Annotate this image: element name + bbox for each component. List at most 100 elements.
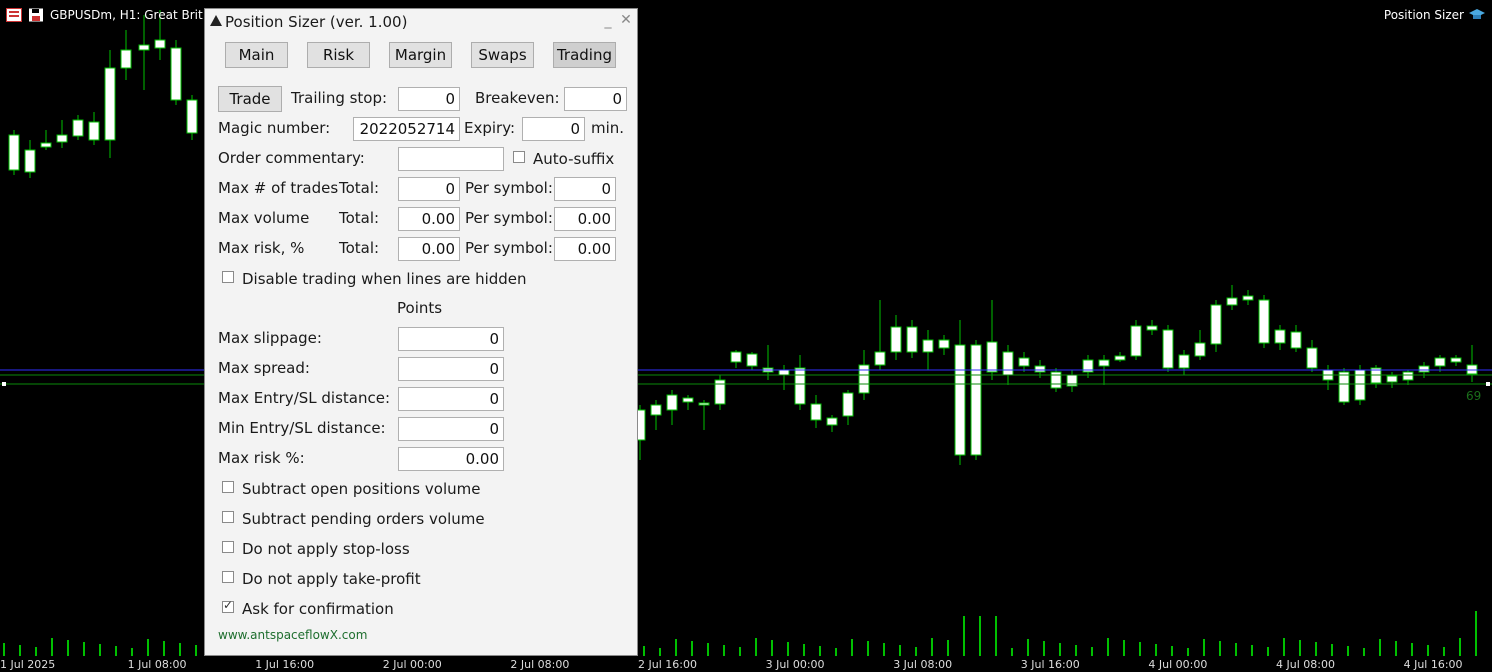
- max-risk-per-symbol-input[interactable]: 0.00: [554, 237, 616, 261]
- points-header: Points: [397, 299, 443, 317]
- candle-body: [1434, 357, 1446, 367]
- trade-button[interactable]: Trade: [218, 86, 282, 112]
- chart-title: GBPUSDm, H1: Great Brit: [50, 8, 203, 22]
- disable-trading-checkbox[interactable]: [222, 271, 234, 283]
- price-scale-tag: 69: [1466, 389, 1482, 403]
- time-axis: 1 Jul 2025 1 Jul 08:00 1 Jul 16:00 2 Jul 00…: [0, 658, 1492, 672]
- position-sizer-panel: Position Sizer (ver. 1.00) _ ✕ Main Risk…: [204, 8, 638, 656]
- min-entry-sl-input[interactable]: 0: [398, 417, 504, 441]
- candle-body: [986, 341, 998, 373]
- max-volume-per-symbol-label: Per symbol:: [465, 209, 553, 227]
- magic-number-input[interactable]: 2022052714: [353, 117, 460, 141]
- candle-body: [698, 402, 710, 406]
- candle-body: [104, 67, 116, 141]
- position-sizer-chart-label[interactable]: Position Sizer: [1384, 6, 1486, 24]
- line-handle-left[interactable]: [2, 382, 6, 386]
- candle-body: [1402, 371, 1414, 381]
- save-icon[interactable]: [28, 8, 44, 22]
- expiry-input[interactable]: 0: [522, 117, 585, 141]
- tab-margin[interactable]: Margin: [389, 42, 452, 68]
- subtract-pending-checkbox[interactable]: [222, 511, 234, 523]
- max-risk-pct-input[interactable]: 0.00: [398, 447, 504, 471]
- time-axis-label: 1 Jul 08:00: [127, 658, 187, 671]
- close-button[interactable]: ✕: [620, 12, 632, 28]
- auto-suffix-label: Auto-suffix: [533, 150, 615, 168]
- tab-risk[interactable]: Risk: [307, 42, 370, 68]
- no-take-profit-checkbox[interactable]: [222, 571, 234, 583]
- trailing-stop-input[interactable]: 0: [398, 87, 460, 111]
- candle-body: [1018, 357, 1030, 367]
- tab-swaps[interactable]: Swaps: [471, 42, 534, 68]
- expiry-unit: min.: [591, 119, 625, 137]
- candle-body: [1242, 295, 1254, 301]
- minimize-button[interactable]: _: [604, 13, 612, 29]
- max-entry-sl-label: Max Entry/SL distance:: [218, 389, 391, 407]
- candle-body: [1274, 329, 1286, 344]
- max-slippage-input[interactable]: 0: [398, 327, 504, 351]
- time-axis-label: 2 Jul 08:00: [510, 658, 570, 671]
- candle-body: [874, 351, 886, 366]
- max-volume-total-input[interactable]: 0.00: [398, 207, 460, 231]
- no-stop-loss-checkbox[interactable]: [222, 541, 234, 553]
- max-slippage-label: Max slippage:: [218, 329, 322, 347]
- candle-body: [650, 404, 662, 416]
- candle-body: [1082, 359, 1094, 373]
- candle-body: [1130, 325, 1142, 357]
- candle-body: [1210, 304, 1222, 345]
- max-trades-total-input[interactable]: 0: [398, 177, 460, 201]
- candle-body: [154, 39, 166, 49]
- time-axis-label: 4 Jul 00:00: [1148, 658, 1208, 671]
- ask-confirmation-checkbox[interactable]: [222, 598, 234, 613]
- candle-body: [1034, 365, 1046, 373]
- candle-body: [72, 119, 84, 137]
- chart-list-icon[interactable]: [6, 8, 22, 22]
- candle-body: [8, 134, 20, 171]
- max-spread-label: Max spread:: [218, 359, 310, 377]
- footer-link[interactable]: www.antspaceflowX.com: [218, 628, 368, 642]
- max-risk-pct-label: Max risk %:: [218, 449, 305, 467]
- tab-trading[interactable]: Trading: [553, 42, 616, 68]
- candle-body: [1306, 347, 1318, 369]
- candle-body: [858, 364, 870, 394]
- time-axis-label: 1 Jul 16:00: [255, 658, 315, 671]
- candle-body: [170, 47, 182, 101]
- time-axis-label: 2 Jul 00:00: [382, 658, 442, 671]
- line-handle-right[interactable]: [1486, 382, 1490, 386]
- candle-body: [120, 49, 132, 69]
- candle-body: [938, 339, 950, 349]
- candle-body: [746, 353, 758, 367]
- tab-main[interactable]: Main: [225, 42, 288, 68]
- max-risk-total-input[interactable]: 0.00: [398, 237, 460, 261]
- candle-body: [1114, 355, 1126, 361]
- candle-body: [810, 403, 822, 421]
- max-risk-label: Max risk, %: [218, 239, 305, 257]
- candle-body: [778, 369, 790, 376]
- panel-title: Position Sizer (ver. 1.00): [225, 13, 408, 31]
- trailing-stop-label: Trailing stop:: [291, 89, 388, 107]
- panel-titlebar[interactable]: Position Sizer (ver. 1.00) _ ✕: [205, 9, 637, 35]
- max-entry-sl-input[interactable]: 0: [398, 387, 504, 411]
- candle-body: [40, 142, 52, 148]
- max-volume-per-symbol-input[interactable]: 0.00: [554, 207, 616, 231]
- candle-body: [970, 344, 982, 456]
- candle-body: [1002, 351, 1014, 376]
- expiry-label: Expiry:: [464, 119, 516, 137]
- order-commentary-input[interactable]: [398, 147, 504, 171]
- auto-suffix-checkbox[interactable]: [513, 151, 525, 163]
- collapse-arrow-icon[interactable]: [210, 15, 222, 26]
- subtract-pending-label: Subtract pending orders volume: [242, 510, 485, 528]
- volume-bars-group: [3, 611, 1477, 656]
- time-axis-label: 3 Jul 00:00: [765, 658, 825, 671]
- time-axis-label: 4 Jul 16:00: [1403, 658, 1463, 671]
- breakeven-input[interactable]: 0: [564, 87, 627, 111]
- subtract-open-checkbox[interactable]: [222, 481, 234, 493]
- ask-confirmation-label: Ask for confirmation: [242, 600, 394, 618]
- max-trades-per-symbol-input[interactable]: 0: [554, 177, 616, 201]
- candle-body: [1146, 325, 1158, 331]
- candle-body: [88, 121, 100, 141]
- candle-body: [1386, 375, 1398, 383]
- candle-body: [826, 417, 838, 426]
- max-spread-input[interactable]: 0: [398, 357, 504, 381]
- max-trades-total-label: Total:: [339, 179, 380, 197]
